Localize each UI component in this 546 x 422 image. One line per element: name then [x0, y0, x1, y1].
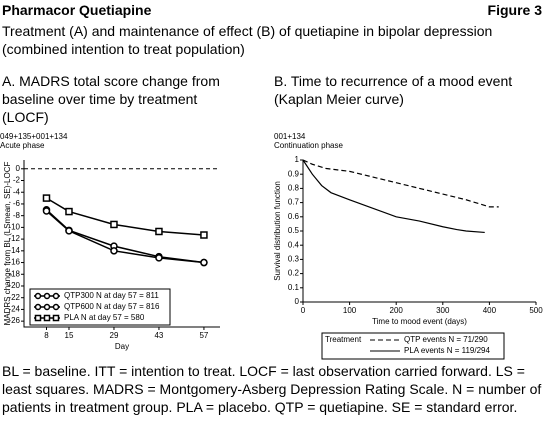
marker — [155, 254, 163, 262]
y-tick-label: 0 — [295, 297, 300, 306]
series-line — [302, 159, 485, 234]
legend-label: PLA events N = 119/294 — [404, 346, 490, 355]
y-tick-label: 0 — [16, 164, 21, 173]
y-tick-label: 0.8 — [288, 184, 300, 193]
legend-title: Treatment — [325, 335, 362, 344]
y-tick-label: 0.1 — [288, 283, 300, 292]
legend-marker — [34, 292, 42, 300]
legend-marker — [52, 314, 60, 322]
y-tick-label: -26 — [8, 316, 20, 325]
y-tick-label: 0.5 — [288, 226, 300, 235]
annotation: Continuation phase — [274, 141, 343, 150]
footnote: BL = baseline. ITT = intention to treat.… — [2, 363, 542, 415]
legend-marker — [52, 292, 60, 300]
header-title: Pharmacor Quetiapine — [2, 2, 152, 18]
y-tick-label: 0.7 — [288, 198, 300, 207]
marker — [200, 231, 208, 239]
y-tick-label: 0.6 — [288, 212, 300, 221]
panel-title: B. Time to recurrence of a mood event (K… — [274, 73, 513, 107]
caption: Treatment (A) and maintenance of effect … — [2, 23, 493, 57]
y-tick-label: -2 — [13, 176, 21, 185]
x-tick-label: 400 — [483, 306, 497, 315]
y-tick-label: -18 — [8, 269, 20, 278]
y-tick-label: 0.9 — [288, 169, 300, 178]
y-tick-label: -12 — [8, 234, 20, 243]
y-tick-label: -16 — [8, 258, 20, 267]
legend-marker — [43, 292, 51, 300]
y-tick-label: -4 — [13, 187, 21, 196]
legend-box — [321, 332, 505, 360]
y-tick-label: -6 — [13, 199, 21, 208]
x-tick-label: 0 — [301, 306, 306, 315]
axes — [302, 160, 536, 303]
y-tick-label: -24 — [8, 305, 20, 314]
y-tick-label: -8 — [13, 211, 21, 220]
series-line — [45, 209, 205, 264]
x-tick-label: 500 — [529, 306, 543, 315]
legend-marker — [52, 303, 60, 311]
y-tick-label: -22 — [8, 293, 20, 302]
panel-title: A. MADRS total score change from baselin… — [2, 73, 220, 125]
x-tick-label: 57 — [199, 331, 208, 340]
marker — [42, 194, 51, 202]
y-tick-label: 0.4 — [288, 240, 300, 249]
legend-marker — [43, 314, 51, 322]
x-axis-label: Day — [115, 342, 129, 351]
legend-marker — [34, 303, 42, 311]
legend-marker — [34, 314, 42, 322]
marker — [65, 227, 73, 235]
y-axis-label: Survival distribution function — [273, 181, 282, 281]
y-tick-label: -20 — [8, 281, 20, 290]
legend-label: QTP300 N at day 57 = 811 — [64, 291, 159, 300]
annotation: 049+135+001+134 — [0, 132, 68, 141]
marker — [155, 227, 163, 236]
x-tick-label: 200 — [390, 306, 404, 315]
y-tick-label: 0.3 — [288, 255, 300, 264]
figure-label: Figure 3 — [487, 2, 542, 18]
annotation: Acute phase — [0, 141, 45, 150]
y-axis-label: MADRS change from BL (LSmean, SE)-LOCF — [3, 162, 12, 326]
y-tick-label: 0.2 — [288, 269, 300, 278]
legend-label: PLA N at day 57 = 580 — [64, 313, 145, 322]
marker — [65, 207, 73, 216]
legend-label: QTP600 N at day 57 = 816 — [64, 302, 160, 311]
marker — [110, 247, 118, 255]
x-axis-label: Time to mood event (days) — [372, 317, 467, 326]
series-line — [302, 159, 499, 208]
marker — [42, 207, 51, 215]
legend-marker — [43, 303, 51, 311]
annotation: 001+134 — [274, 132, 306, 141]
marker — [200, 258, 208, 267]
y-tick-label: -10 — [8, 222, 20, 231]
legend-label: QTP events N = 71/290 — [404, 335, 488, 344]
x-tick-label: 29 — [110, 331, 119, 340]
y-tick-label: 1 — [295, 155, 300, 164]
y-tick-label: -14 — [8, 246, 20, 255]
x-tick-label: 43 — [154, 331, 163, 340]
x-tick-label: 100 — [343, 306, 357, 315]
series-line — [45, 210, 205, 264]
x-tick-label: 15 — [65, 331, 74, 340]
x-tick-label: 8 — [44, 331, 49, 340]
x-tick-label: 300 — [436, 306, 450, 315]
marker — [110, 220, 118, 229]
